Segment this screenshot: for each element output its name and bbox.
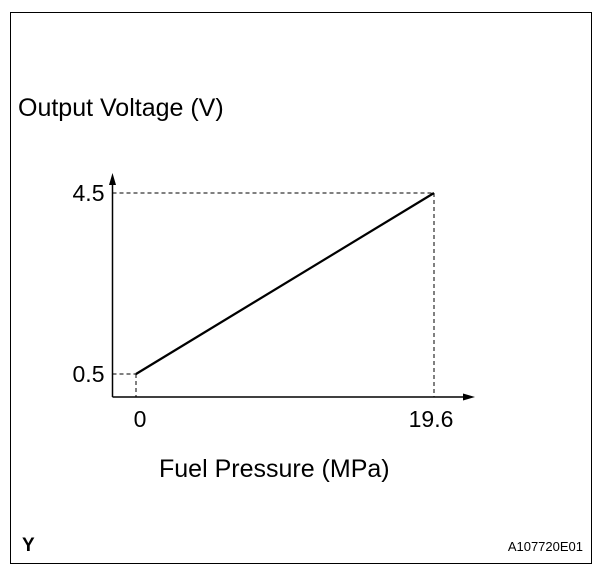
- figure-corner-label: Y: [22, 535, 35, 556]
- axes: [109, 173, 475, 401]
- x-tick-label: 0: [134, 406, 147, 432]
- y-tick-label: 4.5: [73, 180, 105, 206]
- y-tick-label: 0.5: [73, 361, 105, 387]
- tick-labels: 4.5 0.5 0 19.6: [73, 180, 454, 432]
- x-axis-arrow: [463, 393, 475, 401]
- y-axis-label: Output Voltage (V): [18, 94, 224, 122]
- figure-frame: 4.5 0.5 0 19.6 Output Voltage (V) Fuel Pres…: [10, 12, 592, 564]
- x-axis-label: Fuel Pressure (MPa): [159, 455, 390, 483]
- data-series: [135, 192, 435, 375]
- data-line: [135, 192, 435, 375]
- reference-lines: [112, 192, 435, 397]
- y-axis-arrow: [109, 173, 116, 185]
- chart-area: 4.5 0.5 0 19.6: [73, 173, 475, 432]
- x-tick-label: 19.6: [409, 406, 454, 432]
- figure-id-label: A107720E01: [507, 539, 583, 554]
